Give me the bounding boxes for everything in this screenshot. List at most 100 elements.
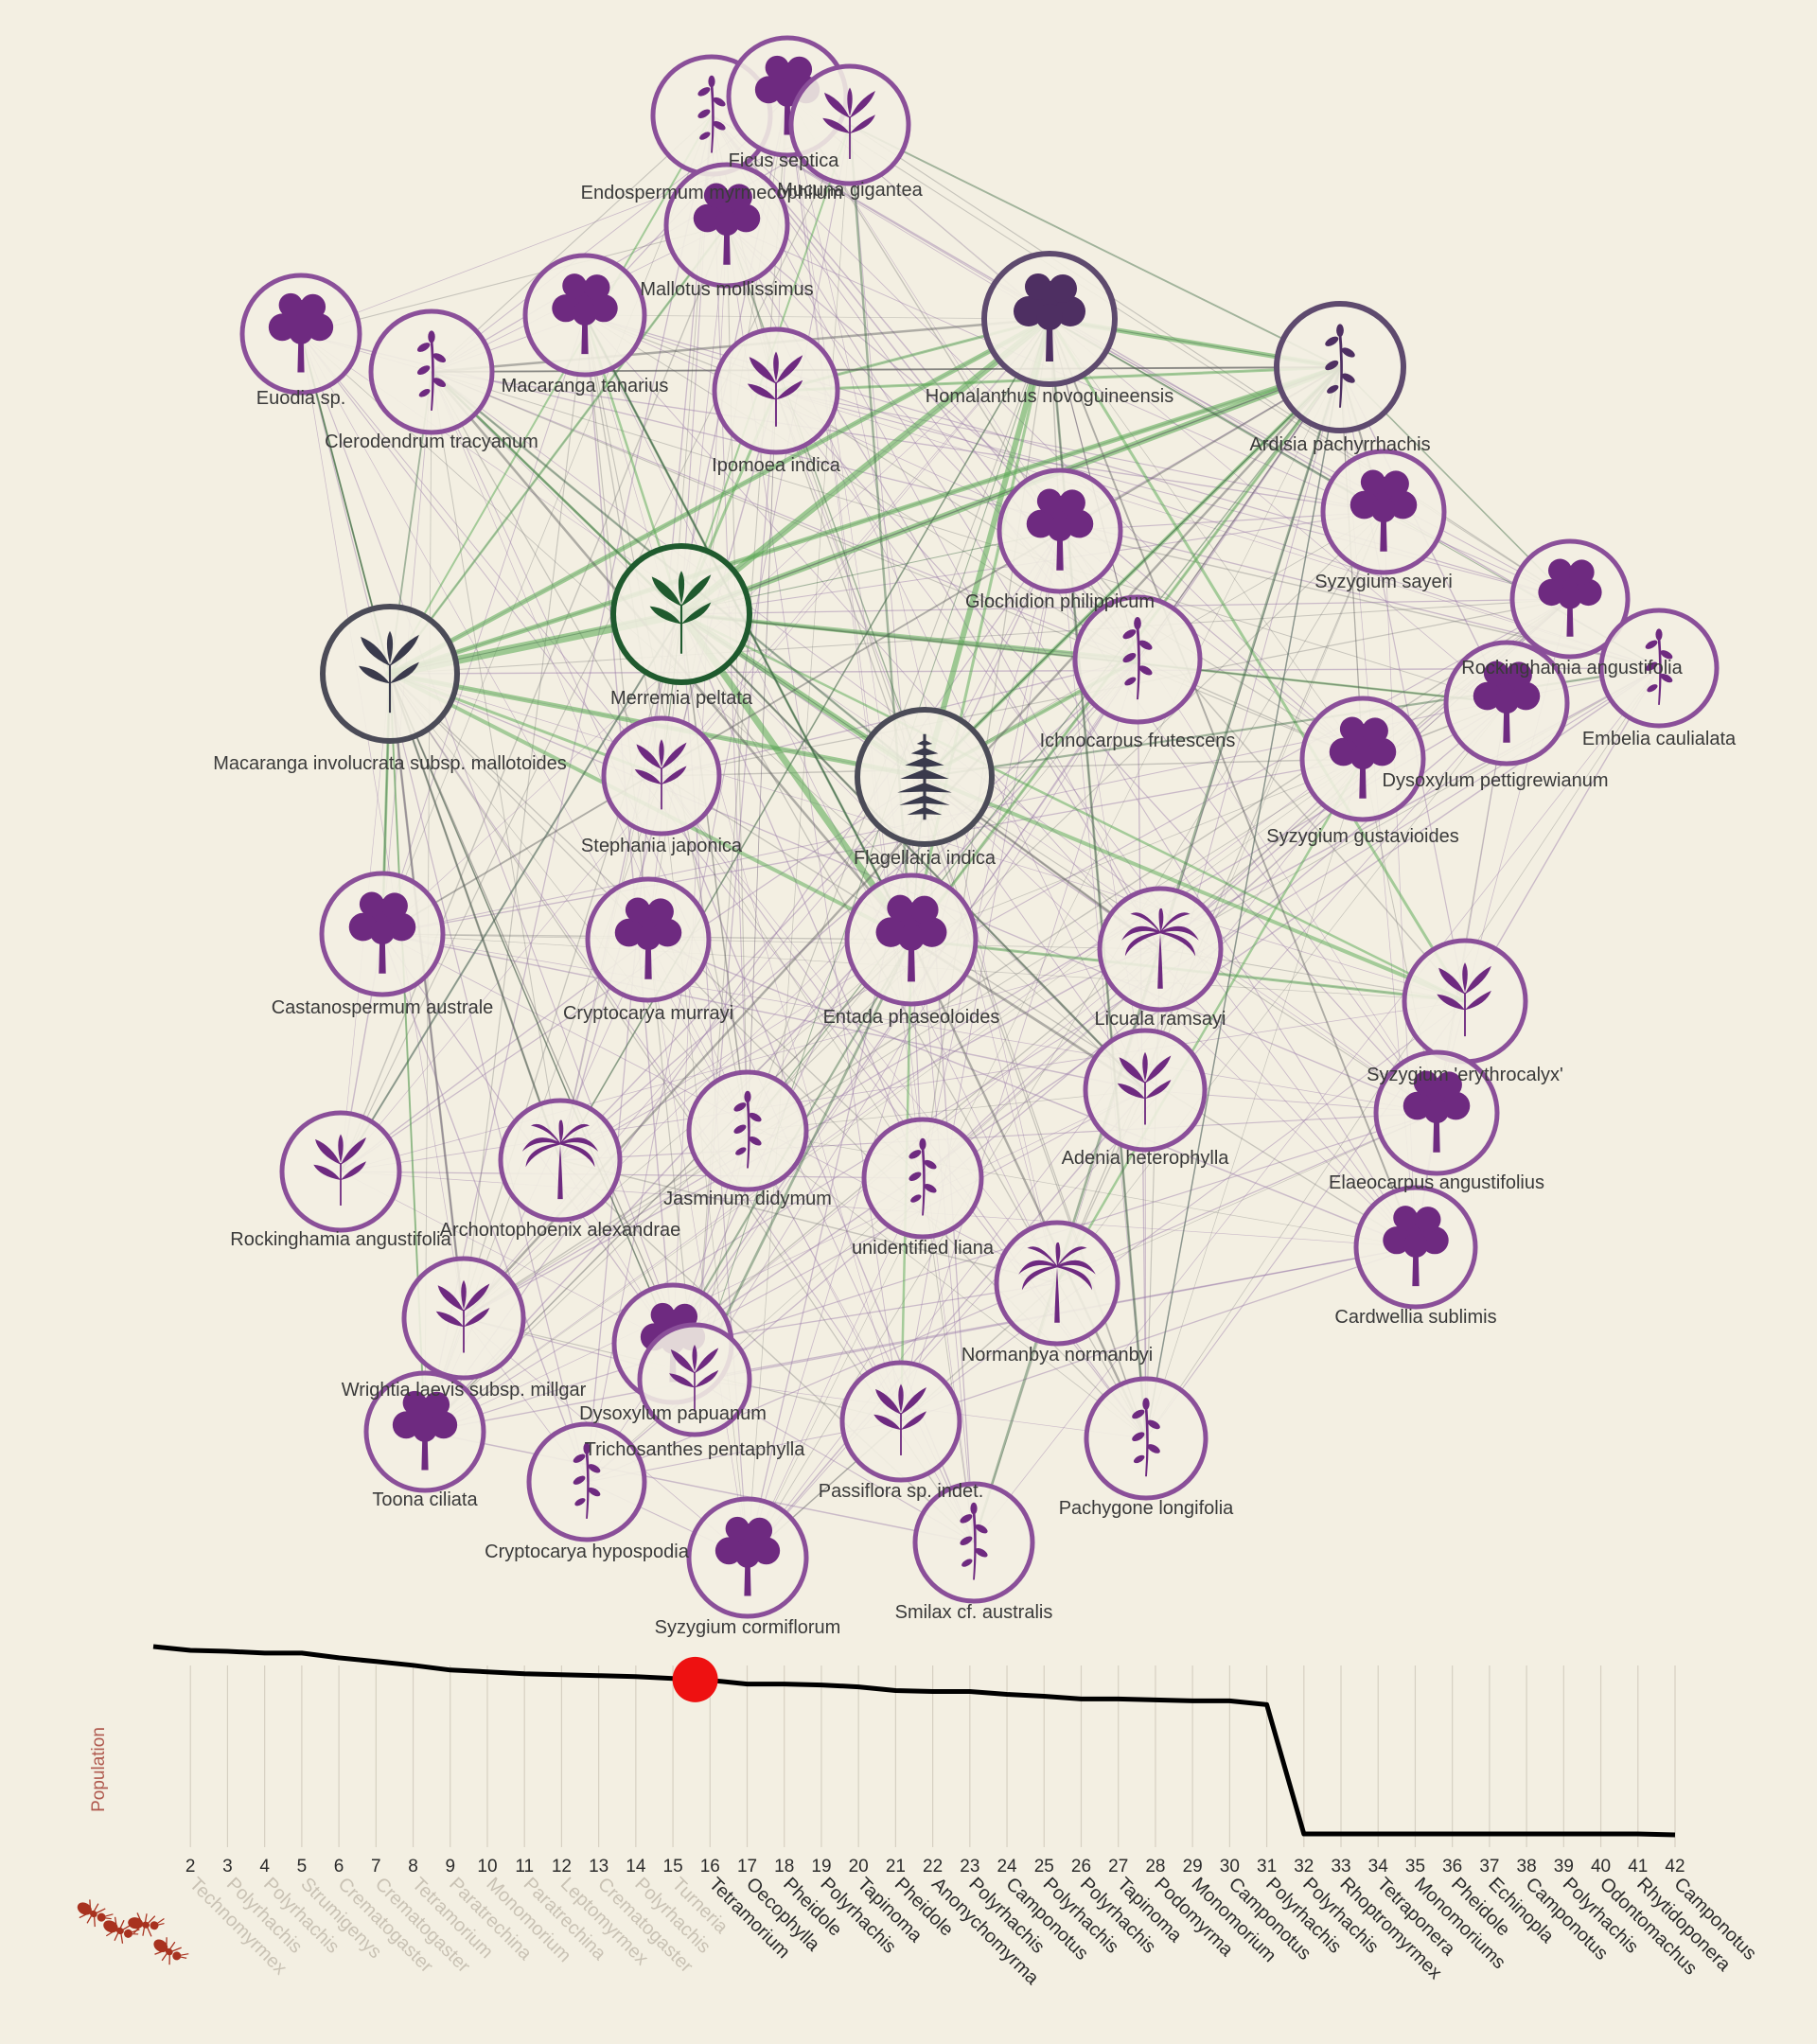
x-tick-label: 23 (960, 1857, 979, 1877)
edge-medium (389, 673, 674, 1345)
plant-node-dysoxylum-pettigrewianum[interactable] (1443, 640, 1570, 766)
edge-medium (389, 673, 696, 1381)
x-tick-label: 3 (222, 1857, 233, 1877)
x-tick-label: 38 (1517, 1857, 1537, 1877)
plant-node-jasminum-didymum[interactable] (686, 1069, 809, 1192)
plant-node-normanbya-normanbyi[interactable] (994, 1220, 1120, 1347)
plant-node-homalanthus-novoguineensis[interactable] (981, 251, 1118, 387)
plant-node-licuala-ramsayi[interactable] (1097, 886, 1224, 1013)
plant-node-syzygium-erythrocalyx[interactable] (1402, 938, 1528, 1065)
edge (300, 333, 465, 1319)
plant-node-cardwellia-sublimis[interactable] (1353, 1185, 1478, 1310)
plant-node-smilax-cf-australis[interactable] (912, 1481, 1035, 1604)
x-tick-label: 26 (1071, 1857, 1091, 1877)
edge-medium (680, 613, 1146, 1091)
plant-label: Jasminum didymum (663, 1189, 832, 1209)
edge (584, 314, 696, 1381)
removed-ants-icon (71, 1894, 191, 1972)
edge (900, 1000, 1466, 1422)
plant-node-ipomoea-indica[interactable] (712, 326, 840, 455)
edge-medium (1049, 318, 1417, 1248)
plant-node-elaeocarpus-angustifolius[interactable] (1373, 1049, 1500, 1176)
plant-node-trichosanthes-pentaphylla[interactable] (637, 1322, 752, 1437)
population-line (152, 1644, 1676, 1838)
plant-node-syzygium-cormiflorum[interactable] (686, 1496, 809, 1619)
x-tick-label: 30 (1220, 1857, 1240, 1877)
plant-label: Syzygium cormiflorum (655, 1617, 841, 1638)
plant-node-archontophoenix-alexandrae[interactable] (498, 1098, 623, 1223)
edge (900, 1246, 1417, 1422)
plant-node-embelia-caulialata[interactable] (1598, 608, 1720, 729)
node-ring (861, 1117, 984, 1240)
plant-label: Smilax cf. australis (895, 1602, 1053, 1623)
edge (340, 1171, 924, 1179)
plant-node-cryptocarya-hypospodia[interactable] (526, 1421, 647, 1542)
plant-node-flagellaria-indica[interactable] (855, 707, 995, 847)
plant-node-ichnocarpus-frutescens[interactable] (1072, 594, 1203, 725)
edge (584, 314, 1058, 1284)
plant-node-clerodendrum-tracyanum[interactable] (368, 308, 495, 435)
plant-label: Homalanthus novoguineensis (926, 386, 1173, 407)
x-tick-label: 17 (737, 1857, 757, 1877)
plant-label: Syzygium sayeri (1314, 572, 1453, 592)
plant-node-syzygium-gustavioides[interactable] (1299, 696, 1426, 822)
edge-strong (923, 365, 1342, 779)
x-tick-label: 21 (886, 1857, 906, 1877)
x-tick-label: 27 (1108, 1857, 1128, 1877)
node-ring (368, 308, 495, 435)
plant-node-toona-ciliata[interactable] (363, 1370, 486, 1493)
plant-node-rockinghamia-angustifolia-west[interactable] (279, 1110, 402, 1233)
plant-node-entada-phaseoloides[interactable] (844, 872, 979, 1007)
plant-node-castanospermum-australe[interactable] (319, 871, 446, 997)
edge (424, 758, 1364, 1433)
plant-node-syzygium-sayeri[interactable] (1320, 449, 1447, 575)
plant-label: Macaranga tanarius (502, 376, 669, 396)
edge (559, 776, 926, 1161)
plant-label: Cryptocarya murrayi (563, 1003, 733, 1024)
plant-node-rockinghamia-angustifolia-east[interactable] (1509, 538, 1631, 660)
plant-nodes: Endospermum myrmecophilum Ficus septica Mu… (213, 35, 1737, 1638)
plant-label: Ichnocarpus frutescens (1040, 731, 1236, 751)
edge (922, 1177, 975, 1543)
plant-node-wrightia-laevis-subsp-millgar[interactable] (401, 1256, 526, 1381)
plant-node-mallotus-mollissimus[interactable] (663, 162, 790, 289)
edge (1145, 758, 1364, 1439)
plant-node-ardisia-pachyrrhachis[interactable] (1274, 301, 1406, 433)
edge (431, 371, 1364, 760)
plant-label: Wrightia laevis subsp. millgar (342, 1380, 587, 1401)
plant-label: Glochidion philippicum (965, 591, 1155, 612)
node-ring (1274, 301, 1406, 433)
plant-node-mucuna-gigantea[interactable] (788, 63, 911, 186)
plant-node-unidentified-liana[interactable] (861, 1117, 984, 1240)
plant-node-stephania-japonica[interactable] (601, 715, 722, 837)
edge (424, 1431, 975, 1543)
plant-node-pachygone-longifolia[interactable] (1084, 1376, 1208, 1501)
plant-node-macaranga-tanarius[interactable] (522, 253, 647, 378)
plant-label: Toona ciliata (372, 1489, 478, 1510)
plant-node-glochidion-philippicum[interactable] (997, 467, 1123, 594)
edge (775, 390, 1571, 600)
plant-label: Dysoxylum pettigrewianum (1383, 770, 1609, 791)
current-step-marker[interactable] (672, 1656, 718, 1702)
edge (463, 314, 586, 1319)
x-tick-label: 33 (1331, 1857, 1350, 1877)
edge (747, 1130, 1147, 1439)
plant-label: Passiflora sp. indet. (819, 1481, 984, 1502)
x-tick-label: 4 (259, 1857, 270, 1877)
edge (424, 1112, 1438, 1433)
plant-node-cryptocarya-murrayi[interactable] (585, 876, 712, 1003)
edge (300, 124, 851, 335)
plant-node-merremia-peltata[interactable] (610, 543, 752, 685)
x-tick-label: 12 (552, 1857, 572, 1877)
edge (900, 659, 1138, 1422)
edge (584, 314, 662, 777)
plant-node-passiflora-sp-indet[interactable] (839, 1360, 962, 1483)
x-tick-label: 41 (1628, 1857, 1648, 1877)
plant-node-macaranga-involucrata-subsp-mallotoides[interactable] (320, 604, 460, 744)
plant-node-euodia-sp[interactable] (239, 273, 362, 396)
plant-node-adenia-heterophylla[interactable] (1083, 1028, 1208, 1153)
edge (672, 366, 1341, 1345)
x-tick-label: 9 (445, 1857, 455, 1877)
edge (584, 314, 902, 1422)
